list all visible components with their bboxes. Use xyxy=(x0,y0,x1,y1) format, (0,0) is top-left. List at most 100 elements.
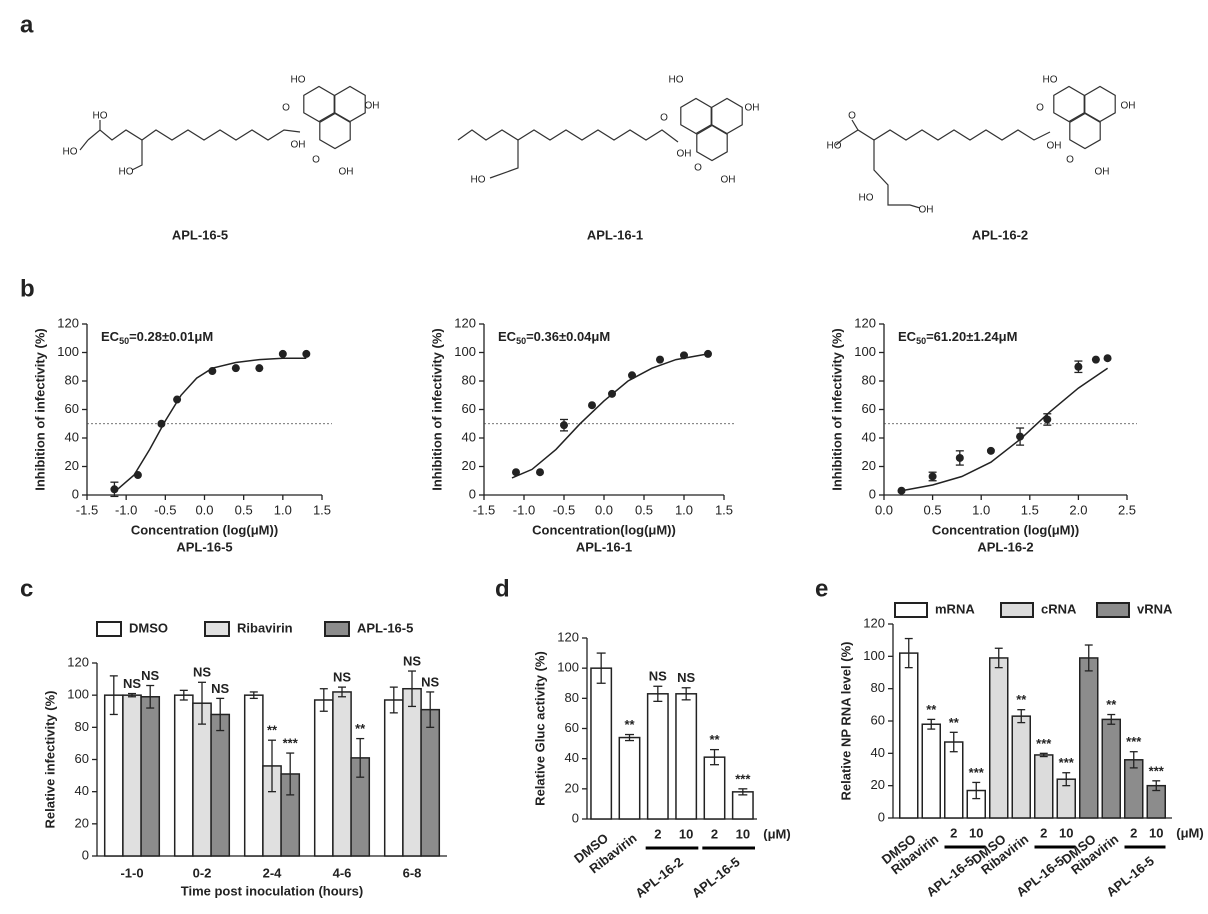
significance: ** xyxy=(709,732,720,747)
data-point xyxy=(110,485,119,494)
annotation-part: 50 xyxy=(516,336,526,346)
x-tick-label: -1-0 xyxy=(120,865,143,880)
atom-label: OH xyxy=(291,140,306,151)
bar xyxy=(944,741,964,819)
branch xyxy=(79,139,89,151)
significance: *** xyxy=(283,736,299,751)
legend-swatch xyxy=(96,621,122,637)
atom-label: O xyxy=(694,163,702,174)
data-point xyxy=(588,401,596,410)
bar xyxy=(402,687,422,857)
significance: *** xyxy=(1149,763,1165,778)
bar xyxy=(173,694,194,857)
atom-label: HO xyxy=(827,141,842,152)
bar xyxy=(1101,718,1121,819)
significance: ** xyxy=(949,715,960,730)
y-tick-label: 100 xyxy=(854,344,876,359)
bar xyxy=(313,699,334,857)
x-tick-label: APL-16-2 xyxy=(632,854,686,901)
chart-subtitle: APL-16-2 xyxy=(977,539,1033,554)
legend-swatch xyxy=(324,621,350,637)
atom-label: O xyxy=(1066,155,1074,166)
significance: NS xyxy=(677,670,695,685)
x-tick-label: -1.0 xyxy=(115,502,137,517)
y-tick-label: 100 xyxy=(863,648,885,663)
significance: ** xyxy=(624,717,635,732)
y-tick-label: 60 xyxy=(565,720,579,735)
atom-label: HO xyxy=(119,167,134,178)
x-tick-label: -1.0 xyxy=(513,502,535,517)
legend-label: vRNA xyxy=(1137,601,1173,616)
x-tick-label: -1.5 xyxy=(76,502,98,517)
fit-curve xyxy=(901,367,1109,492)
y-axis-label: Inhibition of infectivity (%) xyxy=(32,328,47,491)
y-tick-label: 40 xyxy=(862,429,876,444)
data-point xyxy=(173,395,182,404)
bar xyxy=(1079,657,1099,819)
y-tick-label: 0 xyxy=(572,810,579,825)
atom-label: OH xyxy=(919,205,934,216)
x-tick-label: APL-16-5 xyxy=(923,853,977,900)
bar xyxy=(618,736,641,820)
x-tick-label: 0.0 xyxy=(195,502,213,517)
branch xyxy=(851,119,859,131)
x-tick-label: 0.5 xyxy=(235,502,253,517)
x-tick-label: 0.5 xyxy=(635,502,653,517)
y-tick-label: 60 xyxy=(75,751,89,766)
x-tick-label: 10 xyxy=(1059,825,1073,840)
bar xyxy=(731,791,754,820)
atom-label: O xyxy=(1036,103,1044,114)
x-tick-label: -0.5 xyxy=(553,502,575,517)
x-axis-label: Concentration (log(μM)) xyxy=(932,522,1079,537)
significance: *** xyxy=(1126,734,1142,749)
y-tick-label: 100 xyxy=(454,344,476,359)
y-tick-label: 20 xyxy=(462,458,476,473)
y-tick-label: 0 xyxy=(82,847,89,862)
significance: NS xyxy=(193,665,211,680)
significance: NS xyxy=(403,653,421,668)
annotation-part: =0.36±0.04μM xyxy=(526,329,610,344)
x-tick-label: 1.0 xyxy=(274,502,292,517)
annotation-part: EC xyxy=(101,329,120,344)
y-tick-label: 60 xyxy=(862,401,876,416)
bar xyxy=(646,693,669,820)
significance: *** xyxy=(1059,755,1075,770)
bar xyxy=(899,652,919,819)
x-tick-label: APL-16-5 xyxy=(689,854,743,901)
y-axis-label: Inhibition of infectivity (%) xyxy=(429,328,444,491)
structure-name: APL-16-5 xyxy=(172,227,228,242)
y-tick-label: 60 xyxy=(65,401,79,416)
y-tick-label: 80 xyxy=(462,372,476,387)
ring xyxy=(1069,112,1101,150)
bar xyxy=(1034,754,1054,819)
bar xyxy=(420,708,441,857)
x-tick-label: 2 xyxy=(950,825,957,840)
y-tick-label: 120 xyxy=(454,315,476,330)
bar xyxy=(243,694,264,857)
panel-label: b xyxy=(20,275,35,302)
data-point xyxy=(656,355,664,364)
data-point xyxy=(560,421,568,430)
data-point xyxy=(1074,362,1083,371)
y-tick-label: 0 xyxy=(469,486,476,501)
x-tick-label: 2.5 xyxy=(1118,502,1136,517)
y-axis-label: Inhibition of infectivity (%) xyxy=(829,328,844,491)
significance: ** xyxy=(1106,697,1117,712)
x-tick-label: 1.5 xyxy=(313,502,331,517)
atom-label: OH xyxy=(721,175,736,186)
panel-label: d xyxy=(495,575,510,602)
y-tick-label: 100 xyxy=(67,687,89,702)
y-tick-label: 80 xyxy=(862,372,876,387)
y-tick-label: 40 xyxy=(871,745,885,760)
chain xyxy=(841,129,1051,141)
annotation-part: 50 xyxy=(119,336,129,346)
data-point xyxy=(986,446,995,455)
data-point xyxy=(278,349,287,358)
branch xyxy=(835,139,843,146)
data-point xyxy=(255,364,264,373)
atom-label: OH xyxy=(339,167,354,178)
x-tick-label: 2 xyxy=(1130,825,1137,840)
y-tick-label: 80 xyxy=(65,372,79,387)
legend-label: APL-16-5 xyxy=(357,620,413,635)
